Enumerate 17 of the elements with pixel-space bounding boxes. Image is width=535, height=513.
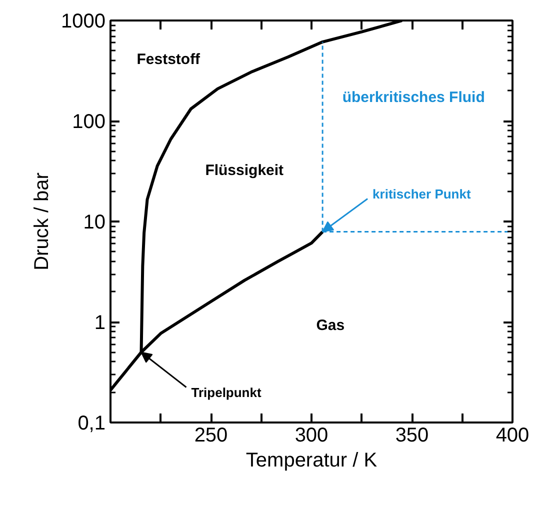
y-tick-label: 100 xyxy=(72,111,106,133)
y-tick-label: 0,1 xyxy=(78,412,106,434)
x-tick-label: 400 xyxy=(496,424,530,446)
x-tick-label: 250 xyxy=(194,424,228,446)
x-axis-title: Temperatur / K xyxy=(246,450,378,472)
x-tick-label: 350 xyxy=(395,424,429,446)
y-tick-label: 1 xyxy=(94,312,106,334)
annotation: kritischer Punkt xyxy=(372,186,472,202)
annotation: Tripelpunkt xyxy=(191,384,262,400)
y-tick-label: 10 xyxy=(83,212,106,234)
y-axis-title: Druck / bar xyxy=(31,172,54,270)
annotation: überkritisches Fluid xyxy=(342,89,485,106)
annotation: Flüssigkeit xyxy=(205,162,284,179)
y-tick-label: 1000 xyxy=(61,10,106,32)
x-tick-label: 300 xyxy=(294,424,328,446)
annotation: Feststoff xyxy=(136,50,202,68)
annotation: Gas xyxy=(316,317,345,334)
